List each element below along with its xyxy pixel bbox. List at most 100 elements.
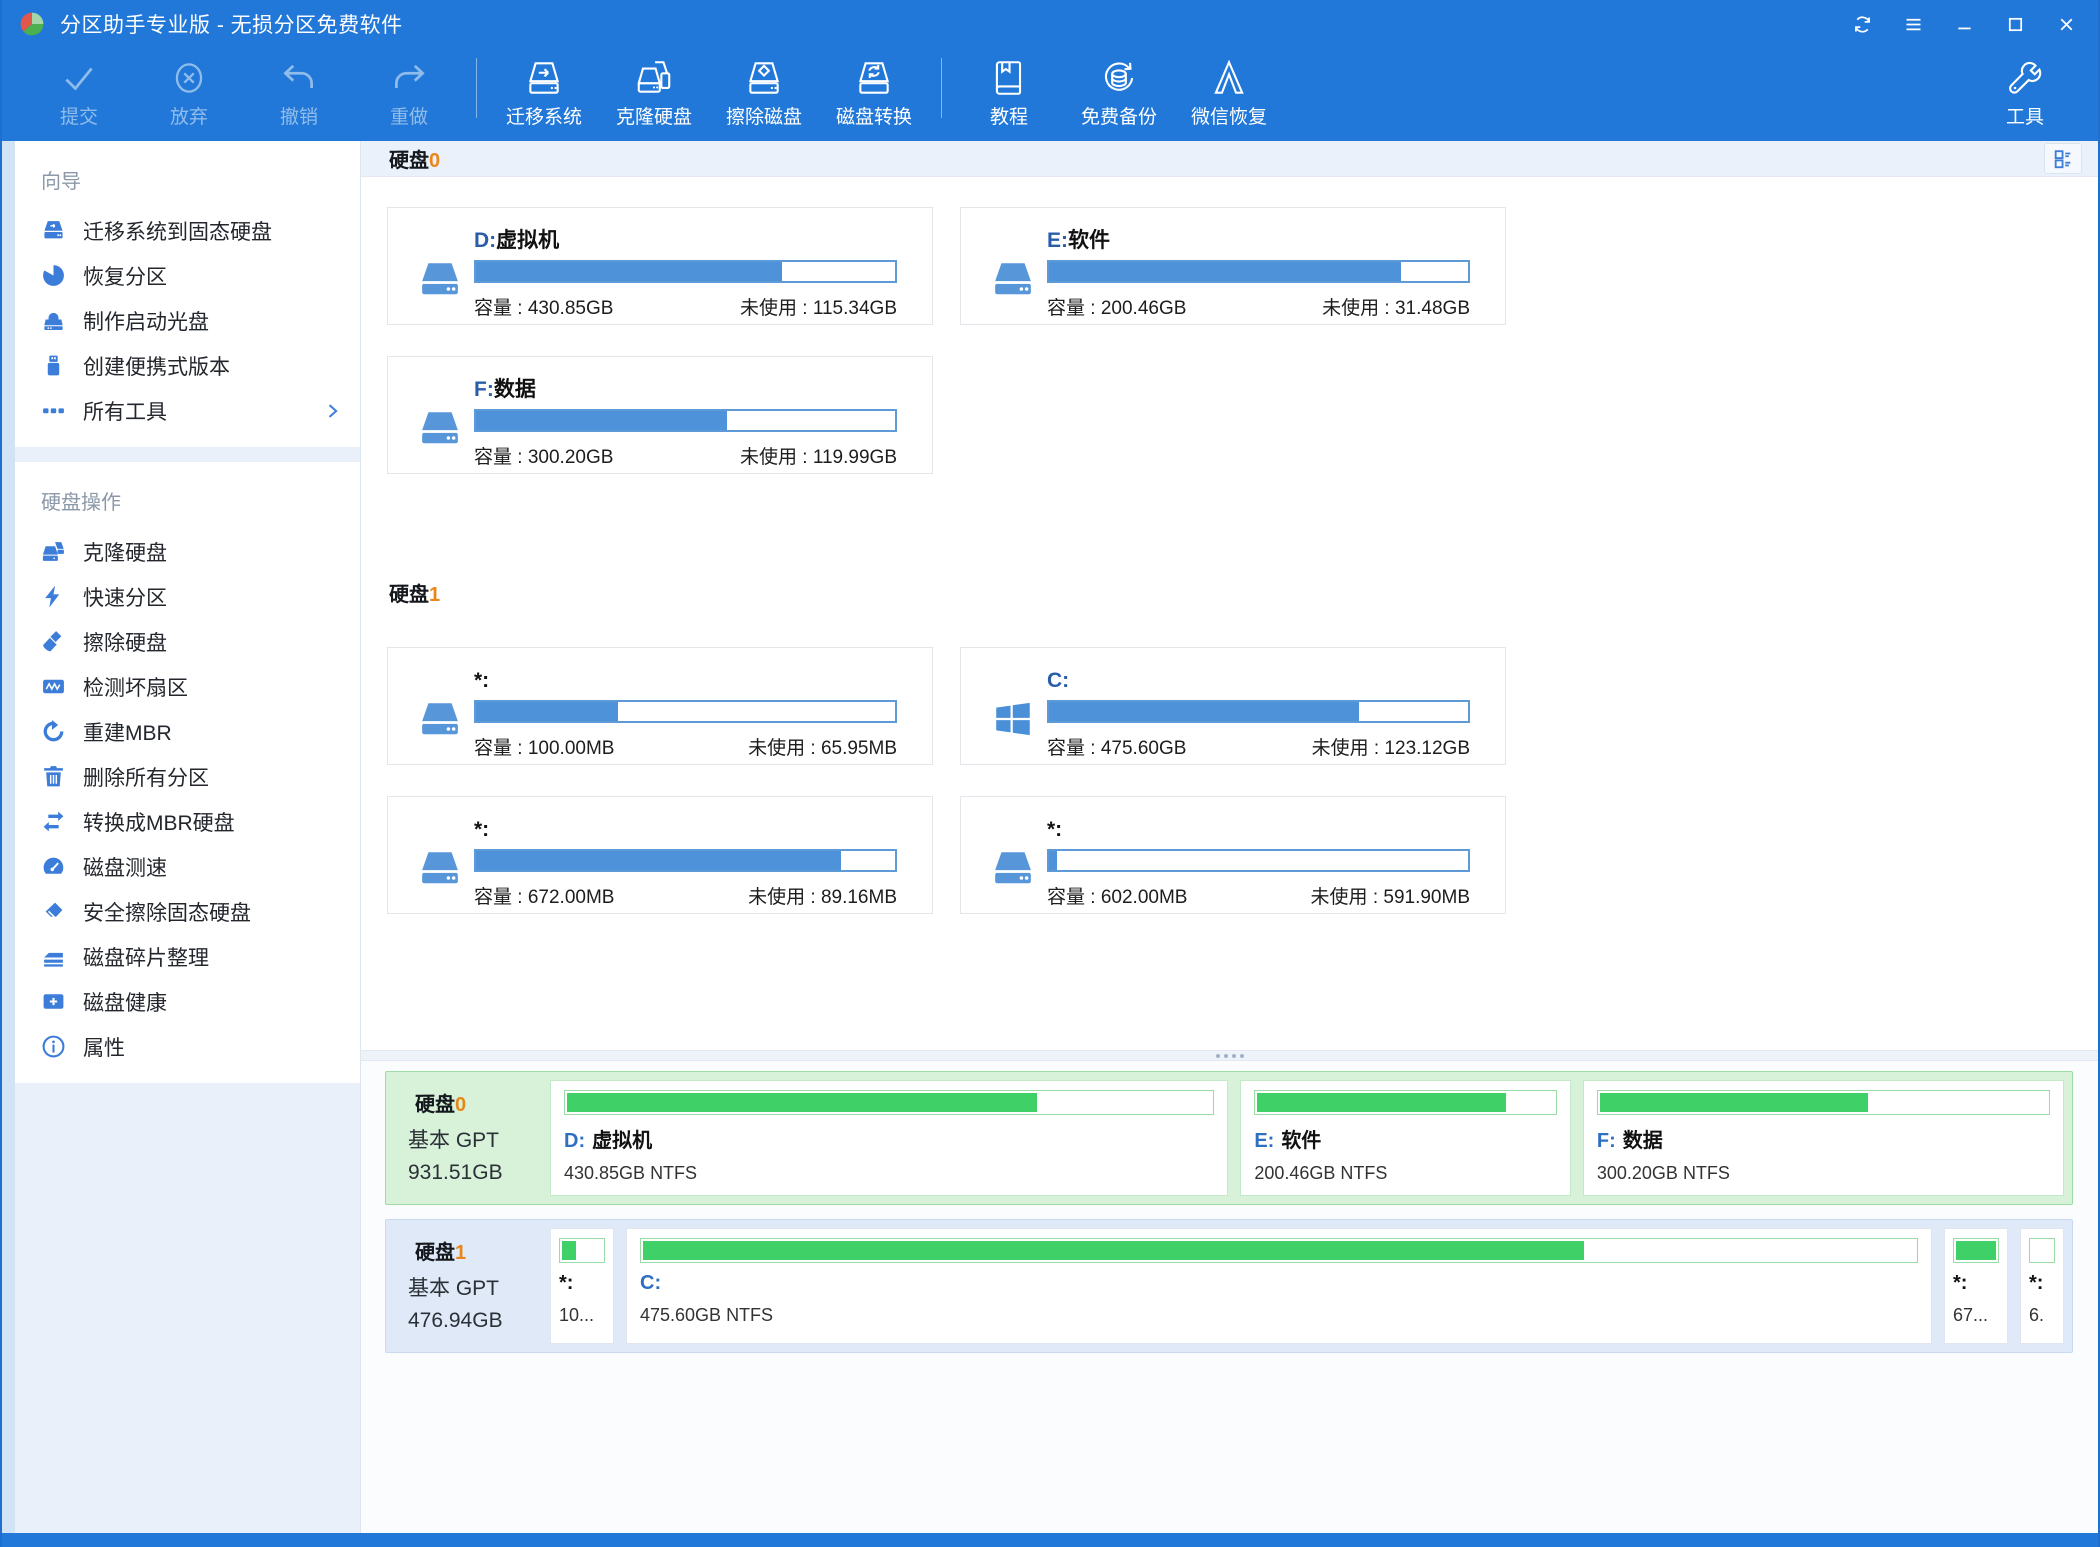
toolbar-button[interactable]: 放弃: [134, 48, 244, 129]
toolbar-button[interactable]: 迁移系统: [489, 48, 599, 129]
close-button[interactable]: [2054, 12, 2078, 36]
window-bottom-edge: [2, 1533, 2098, 1547]
toolbar-button[interactable]: 擦除磁盘: [709, 48, 819, 129]
sidebar-item[interactable]: 磁盘测速: [15, 844, 360, 889]
partition-letter: E:: [1254, 1130, 1275, 1152]
toolbar-button[interactable]: 克隆硬盘: [599, 48, 709, 129]
bottom-partition-block[interactable]: *: 6.: [2020, 1228, 2064, 1344]
partition-card[interactable]: *: 容量 : 602.00MB 未使用 : 591.90MB: [960, 796, 1506, 914]
sidebar-item[interactable]: 属性: [15, 1024, 360, 1069]
unused-text: 未使用 : 115.34GB: [740, 298, 897, 319]
partition-card-main: *: 容量 : 602.00MB 未使用 : 591.90MB: [1047, 818, 1470, 913]
menu-button[interactable]: [1901, 12, 1925, 36]
partition-card-main: *: 容量 : 100.00MB 未使用 : 65.95MB: [474, 669, 897, 764]
refresh-button[interactable]: [1850, 12, 1874, 36]
chevron-right-icon: [322, 401, 342, 421]
undo-icon: [278, 57, 320, 99]
unused-text: 未使用 : 31.48GB: [1322, 298, 1470, 319]
tools-button[interactable]: 工具: [1970, 48, 2080, 129]
partition-title: E:软件: [1047, 229, 1470, 253]
sidebar-item[interactable]: 删除所有分区: [15, 754, 360, 799]
sidebar-item-label: 克隆硬盘: [83, 541, 167, 565]
partition-letter: E:: [1047, 229, 1068, 252]
sidebar-item[interactable]: 克隆硬盘: [15, 529, 360, 574]
toolbar-groups: 提交 放弃 撤销 重做 迁移系统 克隆硬盘 擦除磁盘 磁盘转换 教程 免费备份 微信恢复: [24, 48, 1284, 129]
sidebar-item[interactable]: 制作启动光盘: [15, 298, 360, 343]
bottom-partition-block[interactable]: C: 475.60GB NTFS: [626, 1228, 1932, 1344]
minimize-button[interactable]: [1952, 12, 1976, 36]
sidebar-item[interactable]: 磁盘健康: [15, 979, 360, 1024]
bottom-disk-row-0: 硬盘0 基本 GPT 931.51GB D: 虚拟机 430.85GB NTFS E:…: [385, 1071, 2073, 1205]
toolbar-button[interactable]: 重做: [354, 48, 464, 129]
usage-bar: [474, 700, 897, 723]
partition-card[interactable]: F:数据 容量 : 300.20GB 未使用 : 119.99GB: [387, 356, 933, 474]
quick-partition-icon: [41, 584, 66, 609]
disk1-cards-grid: *: 容量 : 100.00MB 未使用 : 65.95MB C: 容量 : 475.6…: [387, 647, 2098, 914]
toolbar-button-label: 撤销: [279, 107, 318, 128]
toolbar-button[interactable]: 微信恢复: [1174, 48, 1284, 129]
bottom-partition-block[interactable]: D: 虚拟机 430.85GB NTFS: [550, 1080, 1229, 1196]
partition-card[interactable]: D:虚拟机 容量 : 430.85GB 未使用 : 115.34GB: [387, 207, 933, 325]
toolbar-button-label: 免费备份: [1080, 107, 1157, 128]
sidebar-item[interactable]: 恢复分区: [15, 253, 360, 298]
partition-title: *:: [474, 669, 897, 693]
sidebar-item-label: 制作启动光盘: [83, 310, 209, 334]
toolbar-button[interactable]: 免费备份: [1064, 48, 1174, 129]
sidebar-item[interactable]: 检测坏扇区: [15, 664, 360, 709]
sidebar-item[interactable]: 迁移系统到固态硬盘: [15, 208, 360, 253]
partition-letter: *:: [474, 669, 490, 692]
toolbar-button[interactable]: 提交: [24, 48, 134, 129]
bottom-partition-info: 300.20GB NTFS: [1596, 1163, 1730, 1183]
sidebar-item[interactable]: 转换成MBR硬盘: [15, 799, 360, 844]
toolbar-button[interactable]: 教程: [954, 48, 1064, 129]
partition-card[interactable]: C: 容量 : 475.60GB 未使用 : 123.12GB: [960, 647, 1506, 765]
bottom-disk-info[interactable]: 硬盘1 基本 GPT 476.94GB: [394, 1228, 546, 1344]
sidebar-item[interactable]: 磁盘碎片整理: [15, 934, 360, 979]
sidebar-item[interactable]: 重建MBR: [15, 709, 360, 754]
sidebar-item[interactable]: 擦除硬盘: [15, 619, 360, 664]
panel-splitter[interactable]: [361, 1050, 2098, 1061]
close-icon: [2056, 14, 2077, 35]
partition-title: C:: [1047, 669, 1470, 693]
view-toggle-button[interactable]: [2044, 143, 2082, 174]
list-view-icon: [2052, 148, 2074, 170]
convert-mbr-icon: [41, 809, 66, 834]
disk0-cards-grid: D:虚拟机 容量 : 430.85GB 未使用 : 115.34GB E:软件 容量 :…: [387, 207, 2098, 474]
disk-speed-icon: [41, 854, 66, 879]
usage-bar-green: [640, 1238, 1918, 1263]
usage-bar: [474, 260, 897, 283]
bottom-partition-block[interactable]: F: 数据 300.20GB NTFS: [1582, 1080, 2064, 1196]
partition-name: 虚拟机: [592, 1130, 653, 1152]
bottom-disk-type: 基本 GPT: [408, 1277, 500, 1300]
minimize-icon: [1954, 14, 1975, 35]
toolbar-separator: [941, 58, 942, 118]
bottom-disk-info[interactable]: 硬盘0 基本 GPT 931.51GB: [394, 1080, 546, 1196]
toolbar-button[interactable]: 磁盘转换: [819, 48, 929, 129]
bottom-partition-info: 430.85GB NTFS: [564, 1163, 698, 1183]
sidebar-item[interactable]: 安全擦除固态硬盘: [15, 889, 360, 934]
toolbar-button[interactable]: 撤销: [244, 48, 354, 129]
capacity-text: 容量 : 100.00MB: [474, 738, 615, 759]
capacity-text: 容量 : 200.46GB: [1047, 298, 1187, 319]
sidebar-item-label: 安全擦除固态硬盘: [83, 901, 251, 925]
partition-card[interactable]: E:软件容量 : 200.46GB 未使用 : 31.48GB: [960, 207, 1506, 325]
bad-sector-icon: [41, 674, 66, 699]
sidebar-item[interactable]: 快速分区: [15, 574, 360, 619]
secure-erase-icon: [41, 899, 66, 924]
partition-letter: *:: [2029, 1272, 2044, 1294]
partition-card[interactable]: *: 容量 : 672.00MB 未使用 : 89.16MB: [387, 796, 933, 914]
bottom-partition-block[interactable]: *: 67...: [1944, 1228, 2008, 1344]
usage-bar-green-fill: [1257, 1093, 1507, 1112]
maximize-button[interactable]: [2003, 12, 2027, 36]
partition-letter: F:: [1596, 1130, 1616, 1152]
bottom-partition-block[interactable]: *: 10...: [550, 1228, 614, 1344]
sidebar-item[interactable]: 创建便携式版本: [15, 343, 360, 388]
bottom-partition-label: E: 软件: [1254, 1124, 1557, 1153]
partition-card[interactable]: *: 容量 : 100.00MB 未使用 : 65.95MB: [387, 647, 933, 765]
bottom-partition-block[interactable]: E: 软件 200.46GB NTFS: [1240, 1080, 1571, 1196]
refresh-icon: [1852, 14, 1873, 35]
convert-disk-icon: [853, 57, 895, 99]
sidebar-item[interactable]: 所有工具: [15, 388, 360, 433]
usage-bar-green-fill: [562, 1241, 576, 1260]
drive-icon: [418, 674, 462, 764]
